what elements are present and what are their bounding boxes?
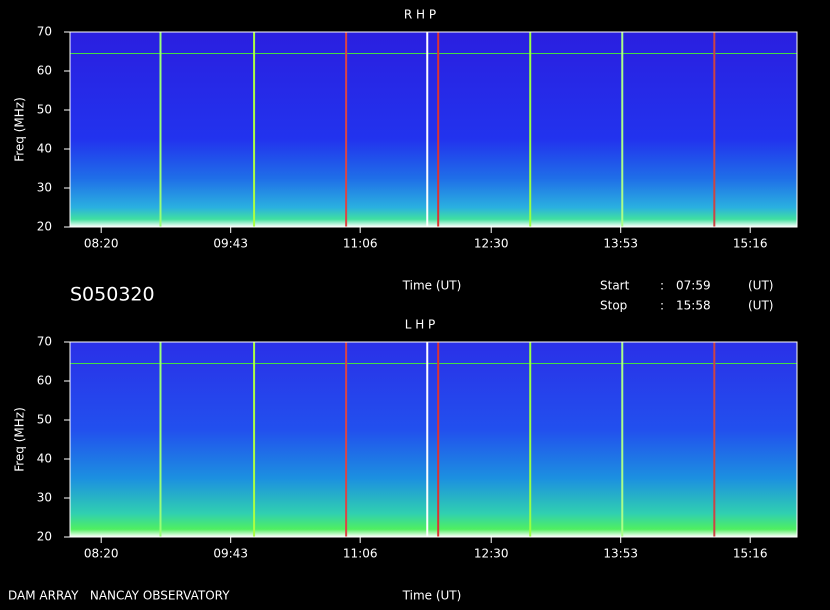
footer: DAM ARRAY NANCAY OBSERVATORY	[8, 589, 230, 603]
x-tick-label: 13:53	[603, 237, 638, 251]
x-tick-label: 08:20	[84, 547, 119, 561]
y-tick-label: 70	[37, 335, 52, 349]
y-tick-label: 30	[37, 491, 52, 505]
stop-unit: (UT)	[748, 299, 773, 313]
y-tick-label: 50	[37, 413, 52, 427]
stop-label: Stop	[600, 299, 627, 313]
start-time: 07:59	[676, 279, 711, 293]
y-tick-label: 30	[37, 181, 52, 195]
y-axis-label: Freq (MHz)	[13, 97, 27, 162]
x-tick-label: 15:16	[733, 547, 768, 561]
x-tick-label: 13:53	[603, 547, 638, 561]
y-tick-label: 40	[37, 142, 52, 156]
y-tick-label: 70	[37, 25, 52, 39]
panel-title: R H P	[404, 8, 436, 22]
x-tick-label: 08:20	[84, 237, 119, 251]
x-tick-label: 11:06	[343, 237, 378, 251]
x-tick-label: 09:43	[213, 237, 248, 251]
plot-frame	[69, 31, 798, 228]
panel-title: L H P	[405, 318, 436, 332]
spectrum-background	[70, 32, 797, 227]
x-tick-label: 11:06	[343, 547, 378, 561]
start-label: Start	[600, 279, 630, 293]
x-tick-label: 09:43	[213, 547, 248, 561]
y-tick-label: 50	[37, 103, 52, 117]
x-axis-label: Time (UT)	[402, 589, 462, 603]
x-axis-label: Time (UT)	[402, 279, 462, 293]
event-id: S050320	[70, 284, 155, 306]
y-tick-label: 60	[37, 374, 52, 388]
y-tick-label: 20	[37, 530, 52, 544]
start-unit: (UT)	[748, 279, 773, 293]
y-tick-label: 40	[37, 452, 52, 466]
plot-frame	[69, 341, 798, 538]
y-tick-label: 60	[37, 64, 52, 78]
y-tick-label: 20	[37, 220, 52, 234]
y-axis-label: Freq (MHz)	[13, 407, 27, 472]
x-tick-label: 15:16	[733, 237, 768, 251]
spectrum-background	[70, 342, 797, 537]
stop-time: 15:58	[676, 299, 711, 313]
start-sep: :	[660, 279, 664, 293]
x-tick-label: 12:30	[474, 237, 509, 251]
x-tick-label: 12:30	[474, 547, 509, 561]
stop-sep: :	[660, 299, 664, 313]
